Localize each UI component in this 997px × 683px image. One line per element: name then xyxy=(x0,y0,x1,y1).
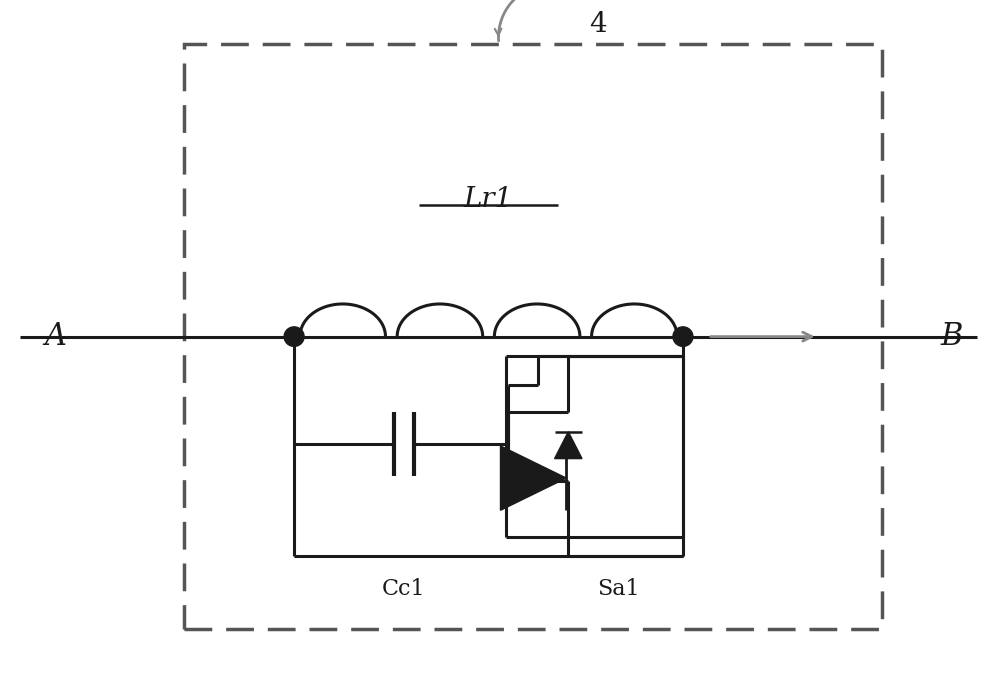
Text: Cc1: Cc1 xyxy=(382,578,426,600)
Text: A: A xyxy=(44,321,66,352)
Text: 4: 4 xyxy=(589,11,607,38)
Text: Lr1: Lr1 xyxy=(464,186,513,212)
Polygon shape xyxy=(500,446,566,510)
Circle shape xyxy=(673,327,693,346)
Polygon shape xyxy=(554,432,582,458)
Text: B: B xyxy=(941,321,963,352)
Circle shape xyxy=(284,327,304,346)
Text: Sa1: Sa1 xyxy=(597,578,639,600)
Bar xyxy=(184,44,882,629)
